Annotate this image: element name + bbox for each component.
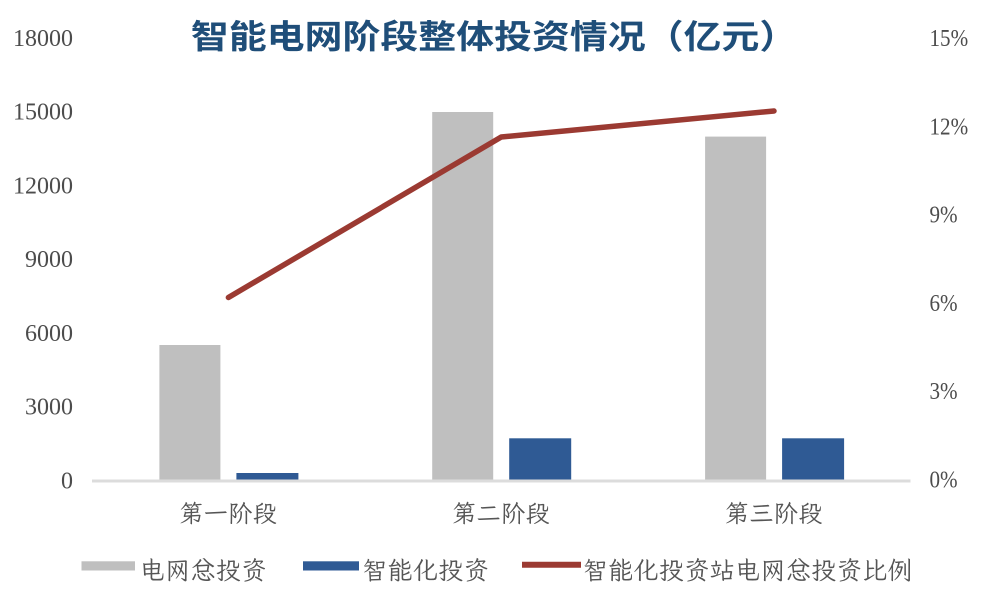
svg-text:9%: 9%: [930, 201, 958, 228]
svg-text:6%: 6%: [930, 290, 958, 317]
svg-text:12000: 12000: [13, 173, 73, 199]
svg-text:3000: 3000: [25, 395, 73, 421]
svg-text:15000: 15000: [13, 100, 73, 126]
svg-text:9000: 9000: [25, 247, 73, 273]
svg-text:0: 0: [61, 468, 73, 494]
svg-text:3%: 3%: [930, 378, 958, 405]
svg-text:6000: 6000: [25, 321, 73, 347]
svg-text:18000: 18000: [13, 26, 73, 52]
svg-text:15%: 15%: [930, 25, 969, 52]
svg-text:12%: 12%: [930, 113, 969, 140]
svg-text:0%: 0%: [930, 466, 958, 493]
